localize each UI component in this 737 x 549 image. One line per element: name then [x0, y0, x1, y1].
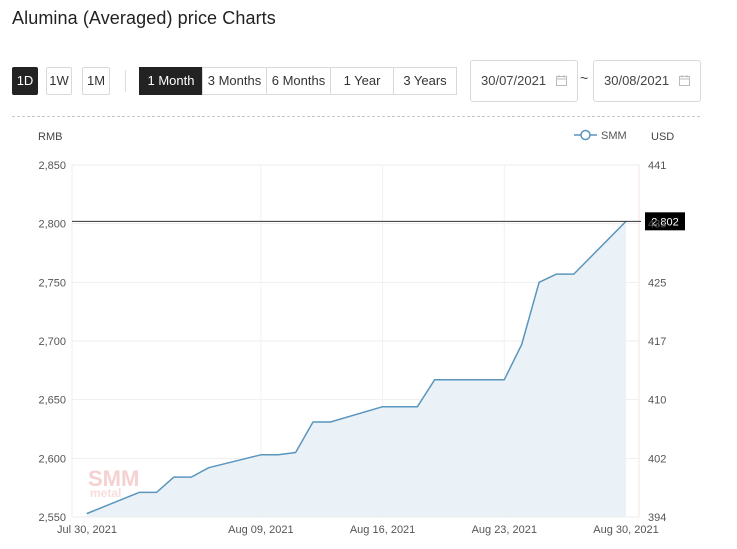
price-point	[190, 476, 192, 478]
crosshair-value-box	[645, 212, 685, 231]
x-tick-label: Aug 09, 2021	[228, 524, 293, 536]
crosshair: 2,802	[72, 212, 685, 231]
x-tick-label: Jul 30, 2021	[57, 524, 117, 536]
legend-label: SMM	[601, 130, 627, 142]
start-date-input[interactable]: 30/07/2021	[470, 60, 578, 102]
left-y-tick-label: 2,650	[38, 395, 66, 407]
price-point	[399, 406, 401, 408]
end-date-input[interactable]: 30/08/2021	[593, 60, 701, 102]
price-point	[295, 452, 297, 453]
price-point	[521, 344, 523, 345]
right-y-tick-label: 410	[648, 395, 666, 407]
smm-watermark: SMM metal	[88, 466, 139, 500]
legend-marker-icon	[580, 129, 591, 141]
watermark-logo: SMM	[88, 466, 139, 491]
right-y-tick-label: 441	[648, 160, 666, 172]
right-y-tick-label: 425	[648, 277, 666, 289]
price-point	[434, 379, 436, 381]
right-y-tick-label: 433	[648, 219, 666, 231]
interval-1w-button[interactable]: 1W	[46, 67, 72, 95]
price-point	[86, 513, 88, 514]
range-3-years-button[interactable]: 3 Years	[393, 67, 457, 95]
crosshair-value-label: 2,802	[651, 216, 679, 228]
range-6-months-button[interactable]: 6 Months	[266, 67, 331, 95]
interval-1d-button[interactable]: 1D	[12, 67, 38, 95]
toolbar-divider	[125, 70, 126, 92]
left-y-tick-label: 2,850	[38, 160, 66, 172]
price-point	[208, 467, 210, 469]
price-point	[416, 406, 418, 408]
price-area	[86, 220, 627, 518]
price-point	[138, 491, 140, 493]
range-1-year-button[interactable]: 1 Year	[330, 67, 394, 95]
price-series-line	[86, 220, 627, 515]
price-point	[503, 379, 505, 381]
price-point	[556, 273, 557, 275]
price-point	[329, 421, 331, 423]
right-y-tick-label: 417	[648, 336, 666, 348]
price-point	[173, 476, 175, 478]
right-y-tick-label: 394	[648, 512, 666, 524]
x-tick-label: Aug 23, 2021	[472, 524, 537, 536]
watermark-subtext: metal	[90, 486, 121, 500]
calendar-icon	[679, 75, 690, 86]
right-axis-unit: USD	[651, 131, 674, 143]
price-point	[382, 406, 384, 408]
left-axis-unit: RMB	[38, 131, 62, 143]
price-point	[573, 273, 575, 275]
price-point	[312, 421, 314, 423]
date-range-separator: ~	[580, 70, 589, 86]
price-area-fill	[87, 221, 626, 518]
x-tick-label: Aug 30, 2021	[593, 524, 658, 536]
header-divider	[12, 116, 700, 117]
chart-axes: RMB USD 2,550 394 2,600 402 2,650 410 2,700 417…	[38, 131, 674, 536]
page-title: Alumina (Averaged) price Charts	[12, 8, 276, 28]
calendar-icon	[556, 75, 567, 86]
end-date-value: 30/08/2021	[604, 73, 670, 88]
left-y-tick-label: 2,800	[38, 219, 66, 231]
left-y-tick-label: 2,750	[38, 277, 66, 289]
left-y-tick-label: 2,700	[38, 336, 66, 348]
left-y-tick-label: 2,550	[38, 512, 66, 524]
range-3-months-button[interactable]: 3 Months	[202, 67, 267, 95]
price-point	[260, 454, 262, 456]
price-point	[538, 281, 540, 283]
left-y-tick-label: 2,600	[38, 453, 66, 465]
interval-1m-button[interactable]: 1M	[82, 67, 110, 95]
x-tick-label: Aug 16, 2021	[350, 524, 415, 536]
price-point	[451, 379, 453, 381]
price-point	[156, 491, 157, 493]
right-y-tick-label: 402	[648, 453, 666, 465]
price-point	[277, 454, 279, 456]
start-date-value: 30/07/2021	[481, 73, 547, 88]
chart-legend[interactable]: SMM	[574, 129, 627, 142]
range-1-month-button[interactable]: 1 Month	[139, 67, 203, 95]
